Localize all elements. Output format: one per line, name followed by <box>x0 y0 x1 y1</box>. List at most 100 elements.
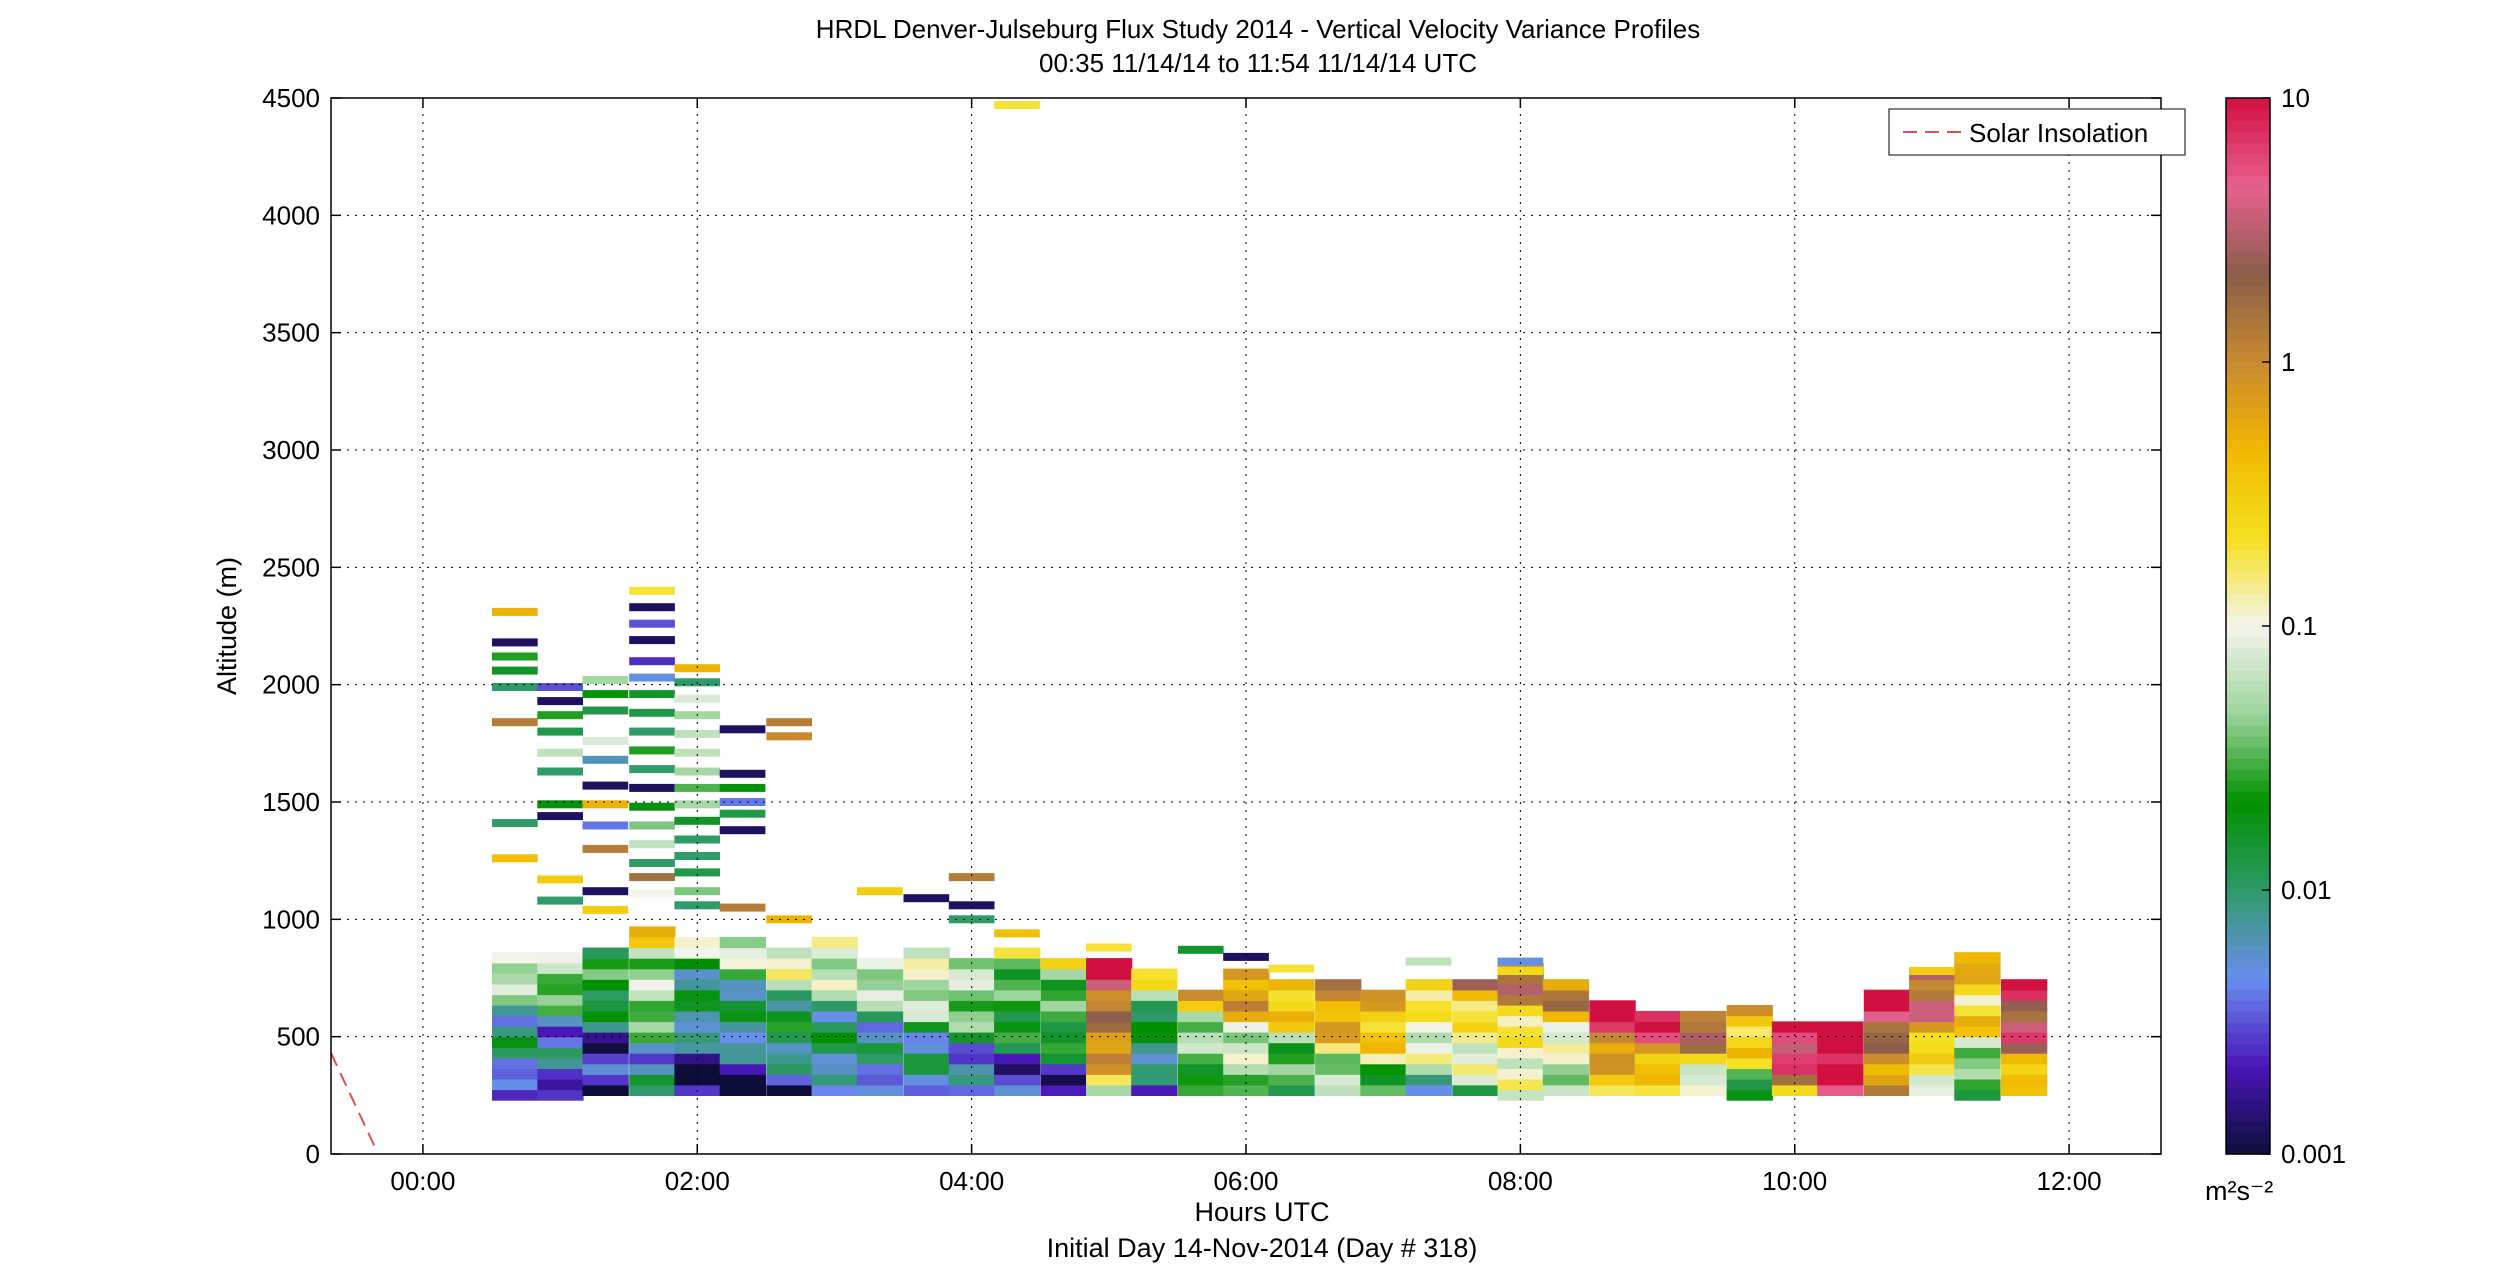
heatmap-cell <box>1315 989 1362 1001</box>
heatmap-streak <box>1497 957 1544 966</box>
colorbar-swatch <box>2226 593 2270 605</box>
heatmap-cell <box>811 1053 858 1065</box>
heatmap-cell <box>629 947 676 959</box>
heatmap-cell <box>629 926 676 938</box>
heatmap-streak <box>582 676 629 684</box>
x-axis-label: Hours UTC <box>1194 1197 1329 1227</box>
heatmap-cell <box>948 1074 996 1086</box>
heatmap-cell <box>674 979 721 991</box>
heatmap-cell <box>1680 1063 1727 1075</box>
heatmap-cell <box>1086 1042 1133 1054</box>
heatmap-cell <box>1315 1053 1362 1065</box>
heatmap-cell <box>1542 989 1590 1001</box>
heatmap-streak <box>1086 943 1132 952</box>
heatmap-cell <box>1954 1078 2001 1091</box>
colorbar-swatch <box>2226 637 2270 649</box>
heatmap-cell <box>1315 1010 1362 1023</box>
heatmap-streak <box>582 821 629 830</box>
heatmap-cell <box>492 952 539 964</box>
colorbar-swatch <box>2226 219 2270 231</box>
heatmap-cell <box>1680 1053 1727 1065</box>
colorbar-swatch <box>2226 263 2270 275</box>
heatmap-cell <box>856 1000 904 1012</box>
heatmap-cell <box>1542 1021 1590 1033</box>
heatmap-cell <box>1817 1063 1864 1075</box>
heatmap-cell <box>1589 1084 1636 1096</box>
heatmap-cell <box>1542 1042 1590 1054</box>
x-tick-label: 04:00 <box>939 1166 1004 1196</box>
heatmap-streak <box>492 652 538 661</box>
colorbar-swatch <box>2226 296 2270 308</box>
heatmap-cell <box>811 979 858 991</box>
heatmap-cell <box>1589 1074 1636 1086</box>
heatmap-cell <box>1452 1010 1499 1023</box>
colorbar-swatch <box>2226 384 2270 396</box>
colorbar-swatch <box>2226 813 2270 825</box>
heatmap-streak <box>629 586 675 595</box>
colorbar-unit: m²s⁻² <box>2205 1176 2273 1206</box>
colorbar-swatch <box>2226 549 2270 561</box>
heatmap-cell <box>1131 1074 1178 1086</box>
heatmap-cell <box>492 962 539 974</box>
heatmap-streak <box>719 903 766 912</box>
heatmap-cell <box>1040 1021 1087 1033</box>
heatmap-cell <box>1817 1021 1864 1033</box>
heatmap-cell <box>1177 1042 1225 1054</box>
heatmap-cell <box>1634 1010 1681 1023</box>
heatmap-cell <box>1863 1021 1911 1033</box>
heatmap-cell <box>629 989 676 1001</box>
heatmap-cell <box>719 1010 766 1023</box>
heatmap-cell <box>1542 1032 1590 1044</box>
colorbar-swatch <box>2226 373 2270 385</box>
heatmap-streak <box>1909 967 1955 975</box>
heatmap-cell <box>856 968 904 980</box>
heatmap-cell <box>1909 989 1956 1001</box>
colorbar-swatch <box>2226 615 2270 627</box>
heatmap-cell <box>537 1089 584 1101</box>
heatmap-cell <box>674 947 721 959</box>
heatmap-cell <box>994 1074 1041 1086</box>
heatmap-cell <box>1589 1010 1636 1023</box>
heatmap-cell <box>811 1074 858 1086</box>
heatmap-cell <box>1086 1010 1133 1023</box>
heatmap-cell <box>582 1010 629 1023</box>
heatmap-cell <box>1726 1078 1773 1091</box>
heatmap-streak <box>856 887 903 896</box>
colorbar-swatch <box>2226 956 2270 968</box>
x-tick-label: 12:00 <box>2037 1166 2102 1196</box>
heatmap-cell <box>1040 1063 1087 1075</box>
heatmap-cell <box>1680 1074 1727 1086</box>
heatmap-cell <box>1726 1057 1773 1069</box>
heatmap-cell <box>766 1032 813 1044</box>
heatmap-cell <box>1771 1042 1819 1054</box>
heatmap-cell <box>629 1010 676 1023</box>
heatmap-cell <box>674 1032 721 1044</box>
heatmap-cell <box>994 1010 1041 1023</box>
heatmap-streak <box>629 859 675 867</box>
heatmap-cell <box>1634 1042 1681 1054</box>
heatmap-cell <box>1863 1042 1911 1054</box>
colorbar-swatch <box>2226 604 2270 616</box>
heatmap-cell <box>948 1010 996 1023</box>
colorbar-swatch <box>2226 681 2270 693</box>
heatmap-cell <box>2001 1042 2048 1054</box>
heatmap-cell <box>1086 958 1133 970</box>
heatmap-cell <box>1315 1042 1362 1054</box>
colorbar-swatch <box>2226 934 2270 946</box>
colorbar-swatch <box>2226 329 2270 341</box>
colorbar-swatch <box>2226 890 2270 902</box>
heatmap-cell <box>719 1042 766 1054</box>
heatmap-cell <box>1954 1015 2001 1027</box>
heatmap-cell <box>674 1000 721 1012</box>
heatmap-cell <box>582 1053 629 1065</box>
heatmap-cell <box>1909 1032 1956 1044</box>
colorbar-swatch <box>2226 989 2270 1001</box>
heatmap-cell <box>1405 1032 1452 1044</box>
heatmap-cell <box>811 1032 858 1044</box>
heatmap-cell <box>948 1063 996 1075</box>
heatmap-cell <box>629 1074 676 1086</box>
heatmap-streak <box>492 718 538 727</box>
colorbar-swatch <box>2226 461 2270 473</box>
heatmap-cell <box>1405 1053 1452 1065</box>
heatmap-streak <box>674 868 721 877</box>
